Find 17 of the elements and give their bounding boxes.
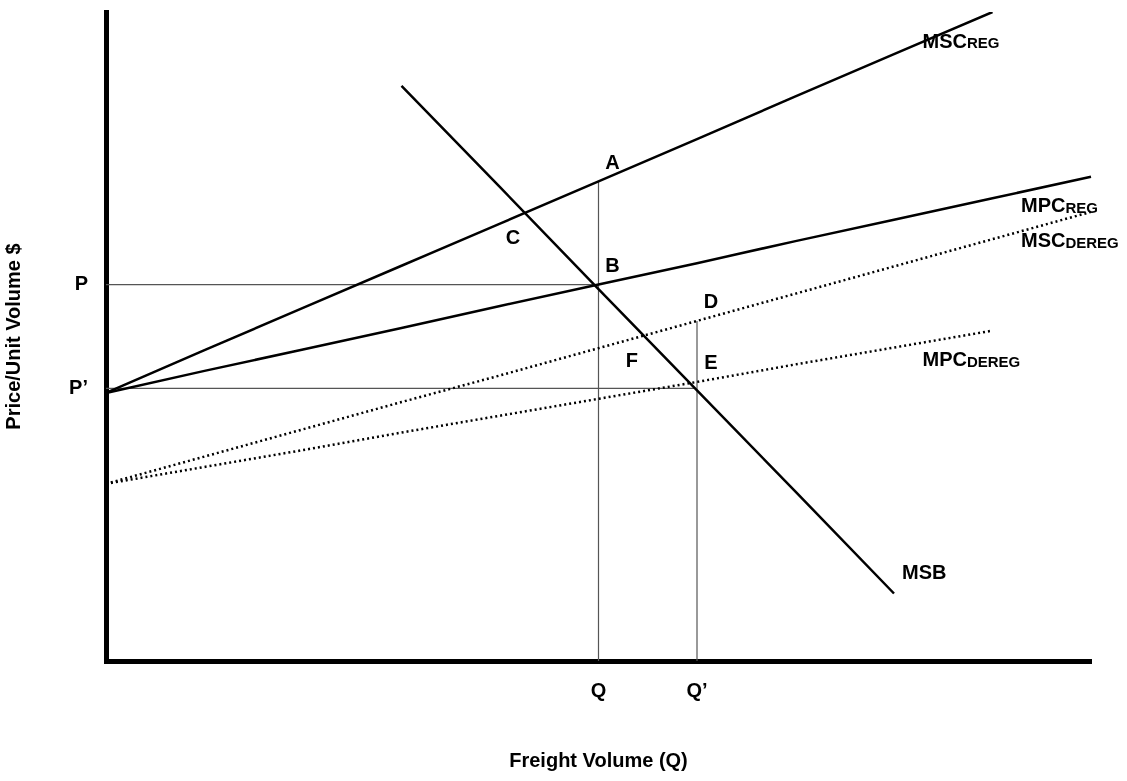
x-tick-label: Q bbox=[590, 678, 607, 701]
ref-line-label: P bbox=[74, 272, 88, 295]
y-axis-title: Price/Unit Volume $ bbox=[1, 243, 24, 430]
ref-line-label: P’ bbox=[69, 375, 88, 398]
series-label: MSCDEREG bbox=[1021, 229, 1119, 252]
series-label: MPCDEREG bbox=[922, 348, 1021, 371]
x-axis-title: Freight Volume (Q) bbox=[509, 748, 688, 771]
series-label: MSCREG bbox=[922, 29, 1000, 52]
annotation: A bbox=[605, 150, 620, 173]
x-tick-label: Q’ bbox=[686, 678, 708, 701]
series-label: MSB bbox=[902, 561, 947, 584]
annotation: E bbox=[704, 351, 718, 374]
annotation: F bbox=[625, 349, 638, 372]
annotation: B bbox=[605, 254, 620, 277]
annotation: D bbox=[703, 290, 719, 313]
series-label: MPCREG bbox=[1021, 194, 1098, 217]
annotation: C bbox=[505, 226, 521, 249]
